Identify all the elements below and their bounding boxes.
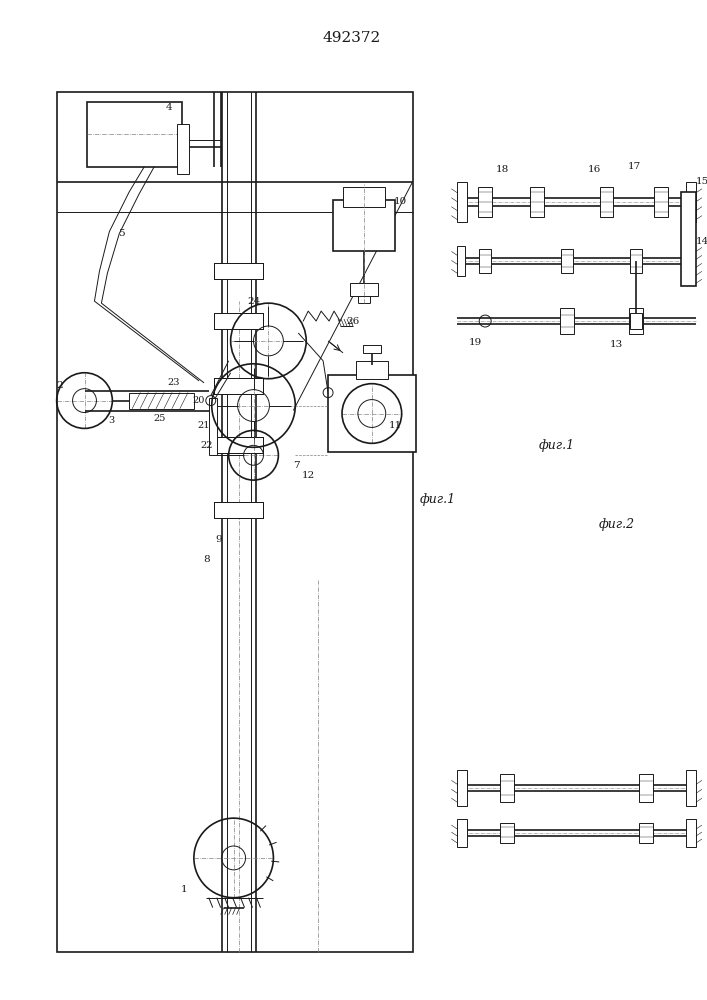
Text: 492372: 492372: [323, 31, 381, 45]
Bar: [457, 770, 467, 806]
Bar: [560, 308, 573, 334]
Bar: [639, 774, 653, 802]
Bar: [363, 345, 381, 353]
Bar: [530, 187, 544, 217]
Text: 22: 22: [201, 441, 213, 450]
Bar: [629, 308, 643, 334]
Bar: [600, 187, 614, 217]
Bar: [639, 823, 653, 843]
Bar: [478, 187, 492, 217]
Bar: [214, 378, 264, 394]
Bar: [214, 437, 264, 453]
Bar: [686, 819, 696, 847]
Bar: [214, 502, 264, 518]
Text: 12: 12: [302, 471, 315, 480]
Bar: [457, 819, 467, 847]
Bar: [686, 770, 696, 806]
Text: 9: 9: [216, 535, 222, 544]
Bar: [457, 246, 465, 276]
Text: 13: 13: [610, 340, 623, 349]
Bar: [88, 102, 182, 167]
Bar: [350, 283, 378, 296]
Text: 21: 21: [197, 421, 210, 430]
Bar: [631, 313, 642, 329]
Bar: [214, 263, 264, 279]
Bar: [686, 182, 696, 222]
Bar: [177, 124, 189, 174]
Text: 8: 8: [204, 555, 210, 564]
Bar: [681, 192, 696, 286]
Bar: [343, 187, 385, 207]
Bar: [57, 92, 413, 952]
Text: 19: 19: [469, 338, 482, 347]
Text: 15: 15: [695, 177, 707, 186]
Bar: [214, 437, 264, 453]
Text: 20: 20: [192, 396, 205, 405]
Text: 16: 16: [588, 165, 601, 174]
Bar: [356, 361, 387, 379]
Text: фиг.1: фиг.1: [539, 439, 575, 452]
Bar: [214, 313, 264, 329]
Text: 10: 10: [394, 197, 407, 206]
Bar: [214, 313, 264, 329]
Text: 25: 25: [153, 414, 165, 423]
Text: 7: 7: [293, 461, 300, 470]
Text: 26: 26: [346, 317, 360, 326]
Bar: [333, 200, 395, 251]
Text: 18: 18: [496, 165, 509, 174]
Text: 11: 11: [389, 421, 402, 430]
Text: 24: 24: [247, 297, 260, 306]
Bar: [500, 774, 514, 802]
Bar: [631, 249, 642, 273]
Text: 23: 23: [168, 378, 180, 387]
Bar: [479, 249, 491, 273]
Text: 14: 14: [695, 237, 707, 246]
Bar: [214, 502, 264, 518]
Bar: [328, 375, 416, 452]
Bar: [457, 182, 467, 222]
Bar: [214, 263, 264, 279]
Bar: [654, 187, 668, 217]
Text: фиг.2: фиг.2: [598, 518, 634, 531]
Bar: [561, 249, 573, 273]
Bar: [129, 393, 194, 409]
Bar: [209, 398, 217, 455]
Text: 17: 17: [628, 162, 641, 171]
Text: 1: 1: [180, 885, 187, 894]
Text: 2: 2: [57, 381, 63, 390]
Text: 5: 5: [118, 229, 124, 238]
Bar: [500, 823, 514, 843]
Text: 3: 3: [108, 416, 115, 425]
Text: фиг.1: фиг.1: [419, 493, 455, 506]
Bar: [214, 378, 264, 394]
Text: 4: 4: [165, 103, 173, 112]
